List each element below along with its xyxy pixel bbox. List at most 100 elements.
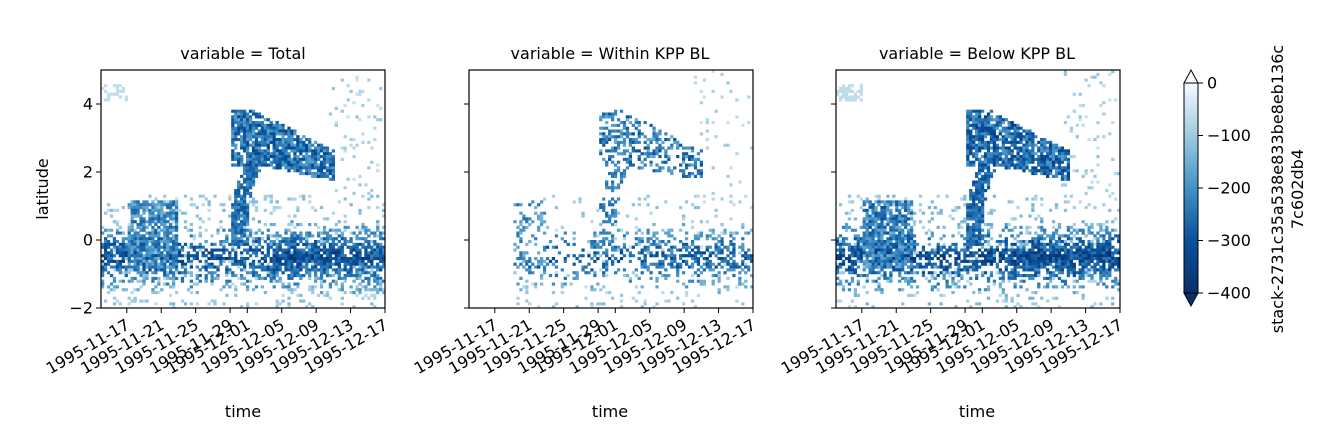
heatmap-cell [240,206,244,210]
heatmap-cell [127,265,131,269]
heatmap-cell [331,268,336,272]
heatmap-cell [901,234,905,238]
heatmap-cell [367,251,371,255]
heatmap-cell [121,231,125,235]
heatmap-cell [886,254,890,258]
heatmap-cell [696,231,701,235]
heatmap-cell [616,183,621,187]
heatmap-cell [980,166,985,170]
heatmap-cell [355,262,359,266]
heatmap-cell [836,92,840,96]
heatmap-cell [163,254,167,258]
heatmap-cell [963,265,967,269]
heatmap-cell [130,291,134,295]
heatmap-cell [613,211,618,215]
heatmap-cell [106,254,111,258]
heatmap-cell [376,268,380,272]
heatmap-cell [231,262,235,266]
heatmap-cell [322,242,327,246]
heatmap-cell [376,220,380,224]
heatmap-cell [101,242,105,246]
heatmap-cell [898,214,902,218]
heatmap-cell [605,140,609,144]
heatmap-cell [316,262,321,266]
heatmap-cell [975,268,979,272]
heatmap-cell [382,259,386,263]
heatmap-cell [975,157,979,161]
heatmap-cell [909,245,914,249]
heatmap-cell [1022,274,1026,278]
heatmap-cell [325,166,330,170]
heatmap-cell [1037,259,1041,263]
heatmap-cell [963,237,967,241]
heatmap-cell [904,225,908,229]
heatmap-cell [316,248,321,252]
heatmap-cell [349,259,353,263]
heatmap-cell [975,135,979,139]
heatmap-cell [290,234,294,238]
heatmap-cell [1013,146,1017,150]
heatmap-cell [124,288,128,292]
heatmap-cell [652,155,656,159]
heatmap-cell [1004,259,1008,263]
heatmap-cell [880,200,884,204]
heatmap-cell [655,163,659,167]
heatmap-cell [331,274,336,278]
heatmap-cell [275,121,279,125]
heatmap-cell [251,143,256,147]
heatmap-cell [528,203,532,207]
heatmap-cell [311,160,315,164]
heatmap-cell [859,274,863,278]
heatmap-cell [370,271,374,275]
heatmap-cell [245,206,250,210]
heatmap-cell [690,157,695,161]
heatmap-cell [613,214,618,218]
heatmap-cell [272,138,276,142]
heatmap-cell [995,155,1000,159]
heatmap-cell [874,279,878,283]
heatmap-cell [251,177,256,181]
heatmap-cell [930,248,934,252]
heatmap-cell [314,157,318,161]
heatmap-cell [243,203,247,207]
heatmap-cell [133,228,137,232]
heatmap-cell [622,121,627,125]
heatmap-cell [975,223,979,227]
heatmap-cell [560,237,564,241]
heatmap-cell [859,92,863,96]
heatmap-cell [355,78,359,82]
heatmap-cell [856,237,860,241]
heatmap-cell [957,265,961,269]
heatmap-cell [367,166,371,170]
heatmap-cell [643,152,647,156]
heatmap-cell [1028,248,1032,252]
heatmap-cell [311,262,315,266]
heatmap-cell [157,228,161,232]
heatmap-cell [924,265,929,269]
heatmap-cell [287,126,291,130]
heatmap-cell [334,242,338,246]
heatmap-cell [243,191,247,195]
heatmap-cell [972,206,976,210]
heatmap-cell [927,257,931,261]
heatmap-cell [637,123,641,127]
heatmap-cell [608,240,612,244]
heatmap-cell [370,146,374,150]
heatmap-cell [311,166,315,170]
heatmap-cell [151,262,155,266]
heatmap-cell [174,200,179,204]
heatmap-cell [915,285,920,289]
heatmap-cell [516,282,520,286]
heatmap-cell [160,254,164,258]
heatmap-cell [127,262,131,266]
heatmap-cell [1010,276,1014,280]
heatmap-cell [702,262,706,266]
heatmap-cell [174,234,179,238]
heatmap-cell [112,245,117,249]
heatmap-cell [877,197,881,201]
heatmap-cell [370,262,374,266]
heatmap-cell [275,160,279,164]
heatmap-cell [729,257,733,261]
heatmap-cell [325,251,330,255]
heatmap-cell [986,166,991,170]
